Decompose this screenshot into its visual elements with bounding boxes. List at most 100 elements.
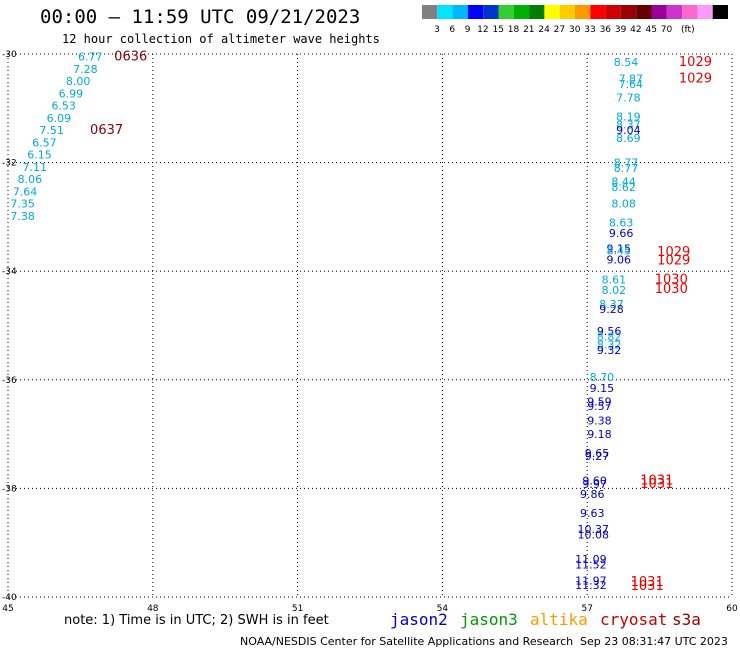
colorbar-swatch (513, 5, 530, 19)
wave-height-label: 11.97 (575, 575, 607, 588)
wave-height-label: 9.63 (580, 507, 605, 520)
wave-height-label: 7.38 (10, 210, 35, 223)
colorbar-label: 3 (434, 25, 440, 35)
footer-note: note: 1) Time is in UTC; 2) SWH is in fe… (64, 613, 329, 628)
wave-height-label: 9.57 (587, 400, 612, 413)
legend-altika: altika (530, 610, 588, 629)
wave-height-label: 8.37 (616, 119, 641, 132)
wave-height-label: 7.51 (39, 124, 64, 137)
wave-height-label: 9.04 (616, 124, 641, 137)
x-tick-label: 45 (2, 604, 13, 614)
colorbar-swatch (483, 5, 499, 19)
colorbar-swatch (467, 5, 484, 19)
wave-height-label: 7.64 (619, 78, 644, 91)
y-tick-label: -32 (2, 159, 17, 169)
wave-height-label: 9.60 (582, 474, 607, 487)
wave-height-label: 7.35 (10, 197, 35, 210)
colorbar-label: 30 (569, 25, 581, 35)
colorbar-label: 12 (477, 25, 488, 35)
wave-height-label: 11.32 (575, 579, 607, 592)
wave-height-label: 6.77 (78, 51, 103, 64)
wave-height-label: 8.19 (616, 110, 641, 123)
colorbar-swatch (422, 5, 438, 19)
colorbar-swatch (605, 5, 621, 19)
colorbar-label: 9 (465, 25, 471, 35)
wave-height-label: 9.59 (587, 396, 612, 409)
colorbar: 3 6 9 12 15 18 21 24 27 30 33 36 39 42 45 70 (ft) (422, 5, 728, 35)
wave-height-label: 8.37 (599, 298, 624, 311)
y-tick-label: -30 (2, 50, 17, 60)
footer-credit: NOAA/NESDIS Center for Satellite Applica… (240, 635, 574, 648)
colorbar-swatch (651, 5, 667, 19)
colorbar-swatch (620, 5, 637, 19)
x-tick-label: 60 (726, 604, 738, 614)
wave-height-label: 8.82 (597, 330, 622, 343)
wave-height-label: 6.57 (32, 137, 57, 150)
footer-timestamp: Sep 23 08:31:47 UTC 2023 (580, 635, 728, 648)
time-label: 1031 (640, 477, 673, 492)
wave-height-label: 9.18 (587, 428, 612, 441)
wave-height-label: 8.77 (614, 157, 639, 170)
y-tick-label: -36 (2, 376, 17, 386)
colorbar-swatch (636, 5, 652, 19)
wave-height-label: 8.63 (609, 216, 634, 229)
wave-height-label: 8.00 (66, 75, 91, 88)
wave-height-label: 8.70 (590, 371, 615, 384)
wave-height-label: 9.27 (585, 450, 610, 463)
wave-height-label: 9.56 (597, 325, 622, 338)
colorbar-label: 39 (615, 25, 627, 35)
x-tick-label: 51 (292, 604, 303, 614)
wave-height-label: 8.54 (614, 56, 639, 69)
colorbar-swatch (498, 5, 514, 19)
colorbar-swatch (697, 5, 713, 19)
wave-height-label: 11.09 (575, 553, 607, 566)
wave-height-label: 7.87 (619, 72, 644, 85)
wave-height-label: 8.02 (602, 284, 627, 297)
time-label: 0636 (114, 50, 147, 65)
colorbar-swatch (559, 5, 575, 19)
colorbar-swatch (712, 5, 728, 19)
wave-height-label: 7.78 (616, 91, 641, 104)
wave-height-label: 8.69 (616, 132, 641, 145)
colorbar-label: 6 (449, 25, 455, 35)
time-label: 1031 (640, 473, 673, 488)
colorbar-swatch (544, 5, 560, 19)
legend-cryosat: cryosat (600, 610, 668, 629)
wave-height-label: 6.53 (51, 100, 76, 113)
time-label: 1029 (657, 245, 690, 260)
chart-title: 00:00 – 11:59 UTC 09/21/2023 (40, 6, 361, 28)
colorbar-swatch (666, 5, 683, 19)
legend-jason3: jason3 (460, 610, 518, 629)
colorbar-label: 21 (523, 25, 534, 35)
wave-height-label: 7.64 (13, 185, 38, 198)
colorbar-swatch (575, 5, 591, 19)
colorbar-swatch (437, 5, 453, 19)
wave-height-label: 8.32 (597, 339, 622, 352)
wave-height-label: 8.77 (614, 162, 639, 175)
wave-height-label: 9.32 (597, 344, 622, 357)
colorbar-swatch (590, 5, 606, 19)
wave-height-label: 8.06 (18, 173, 43, 186)
colorbar-label: 45 (645, 25, 656, 35)
colorbar-label: 15 (492, 25, 503, 35)
wave-height-label: 9.28 (599, 303, 624, 316)
colorbar-label: 33 (584, 25, 595, 35)
colorbar-swatch (682, 5, 698, 19)
wave-height-label: 11.52 (575, 558, 607, 571)
colorbar-label: 42 (630, 25, 641, 35)
colorbar-label: 36 (600, 25, 612, 35)
colorbar-label: 70 (661, 25, 673, 35)
wave-height-label: 9.15 (590, 382, 615, 395)
time-label: 0637 (90, 123, 123, 138)
time-label: 1030 (655, 282, 688, 297)
chart-subtitle: 12 hour collection of altimeter wave hei… (62, 32, 380, 46)
wave-height-label: 8.45 (607, 245, 632, 258)
wave-height-label: 10.37 (578, 523, 610, 536)
wave-height-label: 7.28 (73, 63, 98, 76)
time-label: 1029 (657, 253, 690, 268)
x-tick-label: 57 (581, 604, 592, 614)
wave-height-label: 7.11 (22, 161, 47, 174)
colorbar-label: (ft) (681, 25, 695, 35)
wave-height-label: 8.62 (611, 181, 636, 194)
